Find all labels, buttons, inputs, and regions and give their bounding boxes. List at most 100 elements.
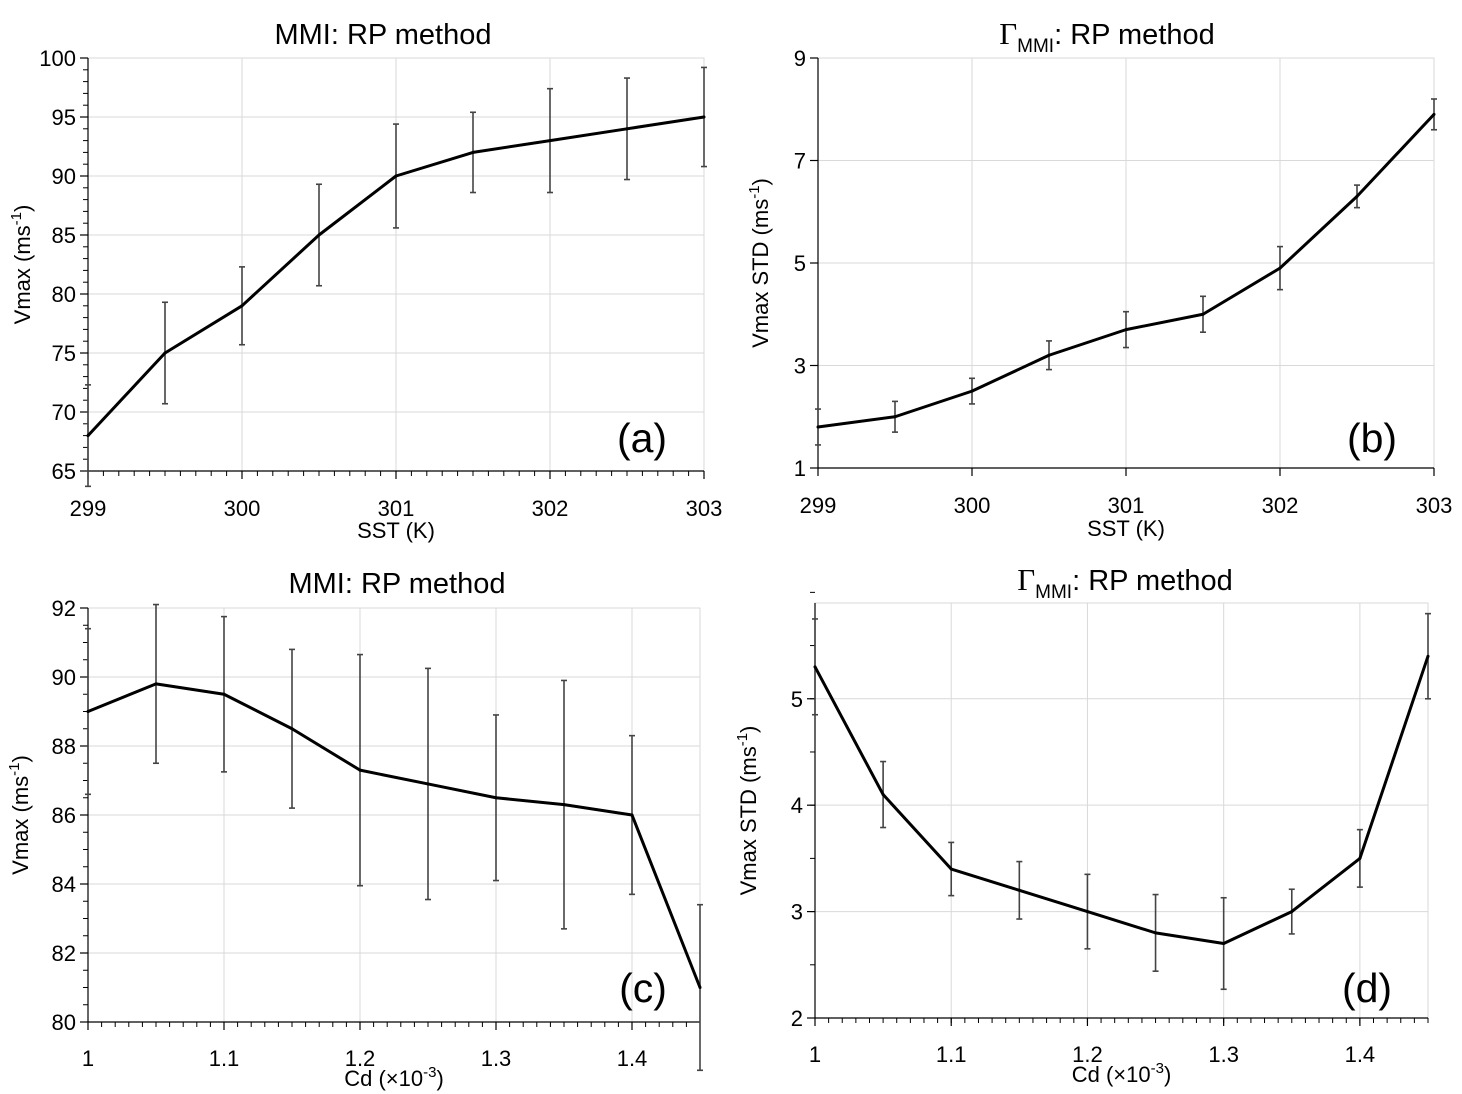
data-point — [394, 174, 398, 178]
x-tick-label: 303 — [686, 496, 723, 521]
y-tick-label: 5 — [791, 687, 803, 712]
data-point — [317, 233, 321, 237]
y-axis-label: Vmax STD (ms-1) — [734, 726, 761, 896]
data-point — [358, 768, 362, 772]
x-tick-label: 1.1 — [209, 1046, 240, 1071]
data-point — [290, 727, 294, 731]
x-tick-label: 1.2 — [345, 1046, 376, 1071]
x-tick-label: 299 — [70, 496, 107, 521]
y-tick-label: 7 — [794, 149, 806, 174]
y-tick-label: 5 — [794, 251, 806, 276]
data-point — [240, 304, 244, 308]
data-point — [1355, 194, 1359, 198]
y-tick-label: 90 — [52, 665, 76, 690]
data-point — [154, 682, 158, 686]
y-tick-label: 88 — [52, 734, 76, 759]
x-tick-label: 1.2 — [1072, 1042, 1103, 1067]
x-axis-label: Cd (×10-3) — [344, 1064, 444, 1091]
x-tick-label: 299 — [800, 493, 837, 518]
y-tick-label: 100 — [39, 46, 76, 71]
chart-title: ΓMMI: RP method — [999, 16, 1215, 57]
x-axis-label: SST (K) — [1087, 516, 1165, 541]
data-point — [970, 389, 974, 393]
x-tick-label: 302 — [1262, 493, 1299, 518]
data-point — [702, 115, 706, 119]
y-tick-label: 92 — [52, 596, 76, 621]
x-axis-label: SST (K) — [357, 518, 435, 543]
y-tick-label: 2 — [791, 1006, 803, 1031]
data-point — [881, 793, 885, 797]
x-tick-label: 1.3 — [1208, 1042, 1239, 1067]
data-point — [949, 867, 953, 871]
panel-label: (a) — [617, 415, 667, 461]
chart-title: MMI: RP method — [288, 568, 505, 600]
data-point — [1017, 888, 1021, 892]
data-point — [1047, 353, 1051, 357]
data-point — [1426, 654, 1430, 658]
x-tick-label: 1.4 — [1345, 1042, 1376, 1067]
data-point — [1124, 328, 1128, 332]
data-point — [698, 986, 702, 989]
y-tick-label: 80 — [52, 282, 76, 307]
data-point — [163, 351, 167, 355]
y-tick-label: 70 — [52, 400, 76, 425]
y-axis-label: Vmax (ms-1) — [6, 755, 33, 875]
data-point — [1290, 910, 1294, 914]
x-tick-label: 303 — [1416, 493, 1453, 518]
data-point — [1222, 942, 1226, 946]
y-tick-label: 9 — [794, 46, 806, 71]
y-tick-label: 86 — [52, 803, 76, 828]
y-tick-label: 90 — [52, 164, 76, 189]
data-point — [562, 803, 566, 807]
y-axis-label: Vmax (ms-1) — [8, 205, 35, 325]
data-point — [630, 813, 634, 817]
chart-title: ΓMMI: RP method — [1017, 562, 1233, 603]
panel-label: (d) — [1342, 965, 1392, 1011]
y-tick-label: 82 — [52, 941, 76, 966]
x-tick-label: 1.3 — [481, 1046, 512, 1071]
x-tick-label: 300 — [954, 493, 991, 518]
y-tick-label: 75 — [52, 341, 76, 366]
y-axis-label: Vmax STD (ms-1) — [746, 178, 773, 348]
data-point — [813, 665, 817, 669]
x-tick-label: 1 — [809, 1042, 821, 1067]
x-tick-label: 1.1 — [936, 1042, 967, 1067]
x-tick-label: 301 — [1108, 493, 1145, 518]
data-point — [625, 127, 629, 131]
x-tick-label: 1.4 — [617, 1046, 648, 1071]
y-tick-label: 4 — [791, 793, 803, 818]
panel-b: 299 300 301 302 303 1 3 5 7 9 ΓMMI: RP method SST (… — [746, 16, 1452, 541]
data-point — [494, 796, 498, 800]
panel-c: 1 1.1 1.2 1.3 1.4 80 82 84 86 88 90 92 MMI: RP metho… — [6, 568, 703, 1091]
data-point — [893, 415, 897, 419]
panel-a: 299 300 301 302 303 65 70 75 80 85 90 95 100 MMI: RP … — [8, 19, 722, 543]
x-tick-label: 1 — [82, 1046, 94, 1071]
data-point — [426, 782, 430, 786]
data-point — [86, 710, 90, 713]
x-tick-label: 301 — [378, 496, 415, 521]
data-point — [548, 139, 552, 143]
data-point — [1154, 931, 1158, 935]
data-point — [1432, 112, 1436, 116]
data-point — [816, 425, 820, 429]
data-point — [222, 692, 226, 696]
chart-title: MMI: RP method — [274, 19, 491, 51]
panel-label: (c) — [619, 965, 667, 1011]
y-tick-label: 84 — [52, 872, 76, 897]
panel-label: (b) — [1347, 415, 1397, 461]
plot-area-border — [814, 602, 1429, 1019]
data-point — [1278, 266, 1282, 270]
x-axis-label: Cd (×10-3) — [1072, 1060, 1172, 1087]
y-tick-label: 80 — [52, 1010, 76, 1035]
data-point — [471, 150, 475, 154]
y-tick-label: 3 — [794, 354, 806, 379]
data-point — [1201, 312, 1205, 316]
series-line — [813, 655, 1430, 946]
x-tick-label: 300 — [224, 496, 261, 521]
panel-d: 1 1.1 1.2 1.3 1.4 2 3 4 5 ΓMMI: RP method Cd (×10-… — [734, 562, 1431, 1087]
y-tick-label: 65 — [52, 459, 76, 484]
data-point — [86, 434, 90, 438]
y-tick-label: 85 — [52, 223, 76, 248]
y-tick-label: 1 — [794, 456, 806, 481]
